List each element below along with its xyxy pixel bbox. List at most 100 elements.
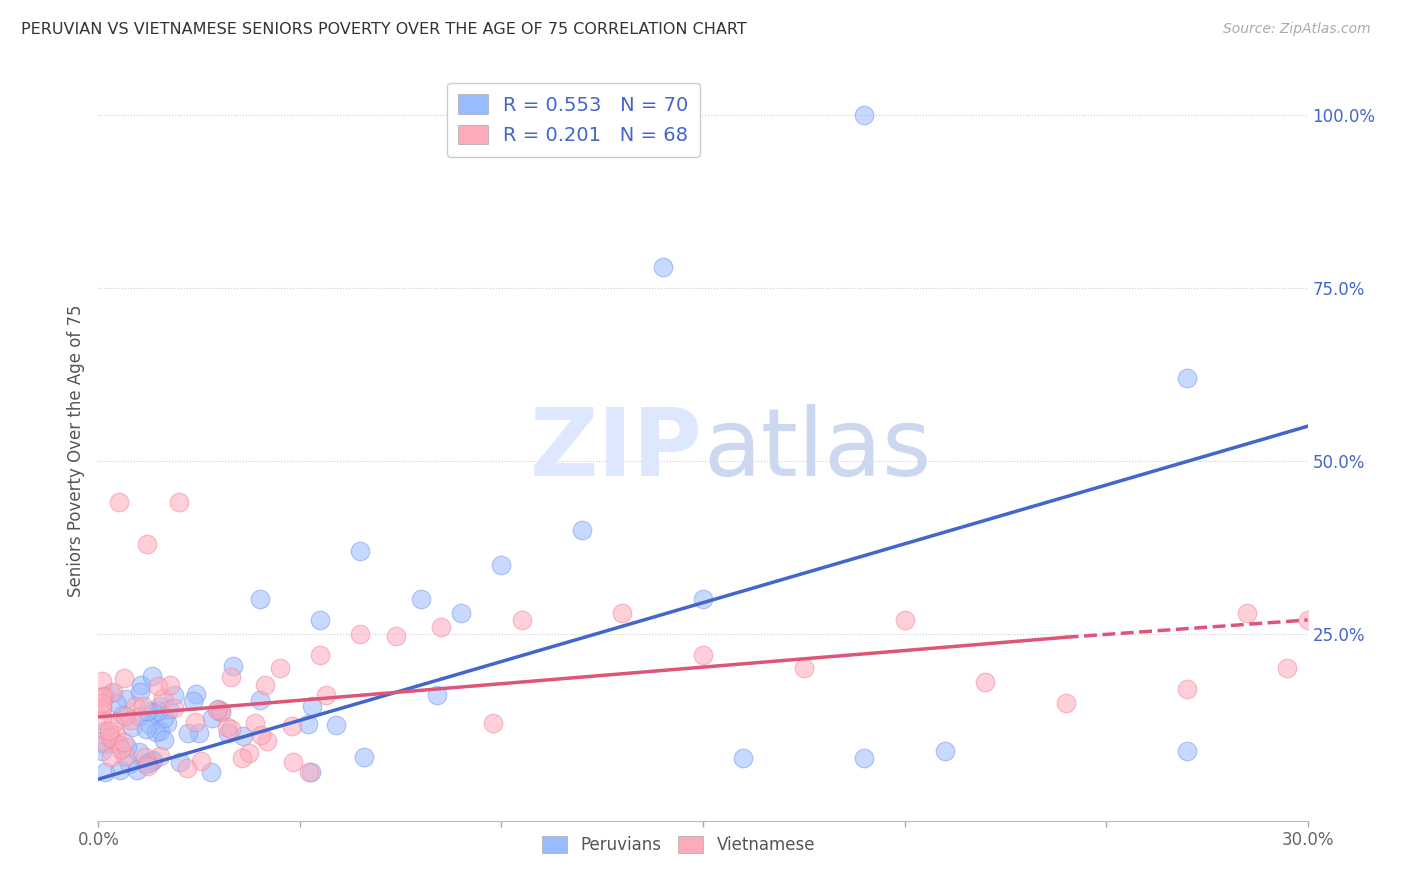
Point bbox=[134, 749, 156, 764]
Text: ZIP: ZIP bbox=[530, 404, 703, 497]
Point bbox=[91, 696, 114, 710]
Point bbox=[232, 730, 254, 744]
Point bbox=[98, 730, 121, 744]
Point bbox=[91, 673, 114, 688]
Point bbox=[253, 678, 276, 692]
Text: PERUVIAN VS VIETNAMESE SENIORS POVERTY OVER THE AGE OF 75 CORRELATION CHART: PERUVIAN VS VIETNAMESE SENIORS POVERTY O… bbox=[21, 22, 747, 37]
Point bbox=[91, 733, 114, 747]
Point bbox=[94, 723, 117, 738]
Point bbox=[100, 749, 122, 764]
Point bbox=[101, 716, 124, 731]
Point bbox=[281, 719, 304, 733]
Point bbox=[93, 737, 115, 751]
Point bbox=[188, 726, 211, 740]
Point bbox=[115, 740, 138, 755]
Point bbox=[114, 749, 136, 764]
Point bbox=[217, 725, 239, 739]
Point bbox=[1236, 606, 1258, 620]
Point bbox=[153, 711, 176, 725]
Point bbox=[733, 751, 755, 765]
Point bbox=[176, 761, 198, 775]
Point bbox=[297, 716, 319, 731]
Point bbox=[211, 705, 233, 719]
Point bbox=[853, 751, 876, 765]
Text: atlas: atlas bbox=[703, 404, 931, 497]
Point bbox=[426, 688, 449, 702]
Point bbox=[143, 705, 166, 719]
Point bbox=[128, 745, 150, 759]
Point bbox=[510, 613, 533, 627]
Point bbox=[163, 700, 186, 714]
Point bbox=[221, 658, 243, 673]
Point bbox=[249, 592, 271, 607]
Point bbox=[243, 715, 266, 730]
Point bbox=[853, 108, 876, 122]
Point bbox=[249, 693, 271, 707]
Point bbox=[209, 704, 232, 718]
Point bbox=[153, 733, 176, 747]
Point bbox=[385, 629, 408, 643]
Point bbox=[409, 592, 432, 607]
Point bbox=[149, 723, 172, 738]
Point bbox=[349, 543, 371, 558]
Point bbox=[105, 728, 128, 742]
Point bbox=[315, 689, 337, 703]
Point bbox=[94, 765, 117, 780]
Point bbox=[112, 734, 135, 748]
Point bbox=[651, 260, 673, 274]
Point bbox=[112, 671, 135, 685]
Point bbox=[141, 669, 163, 683]
Point bbox=[107, 738, 129, 752]
Point bbox=[111, 708, 134, 723]
Point bbox=[353, 749, 375, 764]
Point bbox=[221, 722, 243, 736]
Text: Source: ZipAtlas.com: Source: ZipAtlas.com bbox=[1223, 22, 1371, 37]
Point bbox=[186, 687, 208, 701]
Point bbox=[183, 715, 205, 730]
Point bbox=[450, 606, 472, 620]
Point bbox=[571, 523, 593, 537]
Point bbox=[145, 725, 167, 739]
Point bbox=[91, 713, 114, 727]
Point bbox=[491, 558, 513, 572]
Point bbox=[156, 716, 179, 731]
Point bbox=[149, 698, 172, 713]
Point bbox=[128, 684, 150, 698]
Point bbox=[141, 755, 163, 769]
Point bbox=[201, 711, 224, 725]
Point bbox=[159, 678, 181, 692]
Point bbox=[115, 692, 138, 706]
Point bbox=[125, 763, 148, 777]
Point bbox=[692, 592, 714, 607]
Point bbox=[103, 733, 125, 747]
Point bbox=[128, 708, 150, 723]
Point bbox=[349, 627, 371, 641]
Point bbox=[136, 704, 159, 718]
Point bbox=[138, 718, 160, 732]
Point bbox=[121, 720, 143, 734]
Point bbox=[107, 495, 129, 509]
Point bbox=[91, 701, 114, 715]
Point bbox=[148, 679, 170, 693]
Point bbox=[97, 724, 120, 739]
Point bbox=[309, 648, 332, 662]
Point bbox=[612, 606, 634, 620]
Point bbox=[152, 691, 174, 706]
Point bbox=[207, 701, 229, 715]
Point bbox=[169, 755, 191, 769]
Point bbox=[299, 765, 322, 780]
Point bbox=[249, 728, 271, 742]
Point bbox=[149, 748, 172, 763]
Point bbox=[91, 744, 114, 758]
Point bbox=[1175, 744, 1198, 758]
Point bbox=[148, 704, 170, 718]
Point bbox=[135, 537, 157, 551]
Point bbox=[100, 686, 122, 700]
Point bbox=[301, 698, 323, 713]
Point bbox=[136, 756, 159, 770]
Point bbox=[231, 751, 253, 765]
Point bbox=[934, 744, 956, 758]
Point bbox=[114, 708, 136, 723]
Point bbox=[108, 763, 131, 777]
Point bbox=[793, 661, 815, 675]
